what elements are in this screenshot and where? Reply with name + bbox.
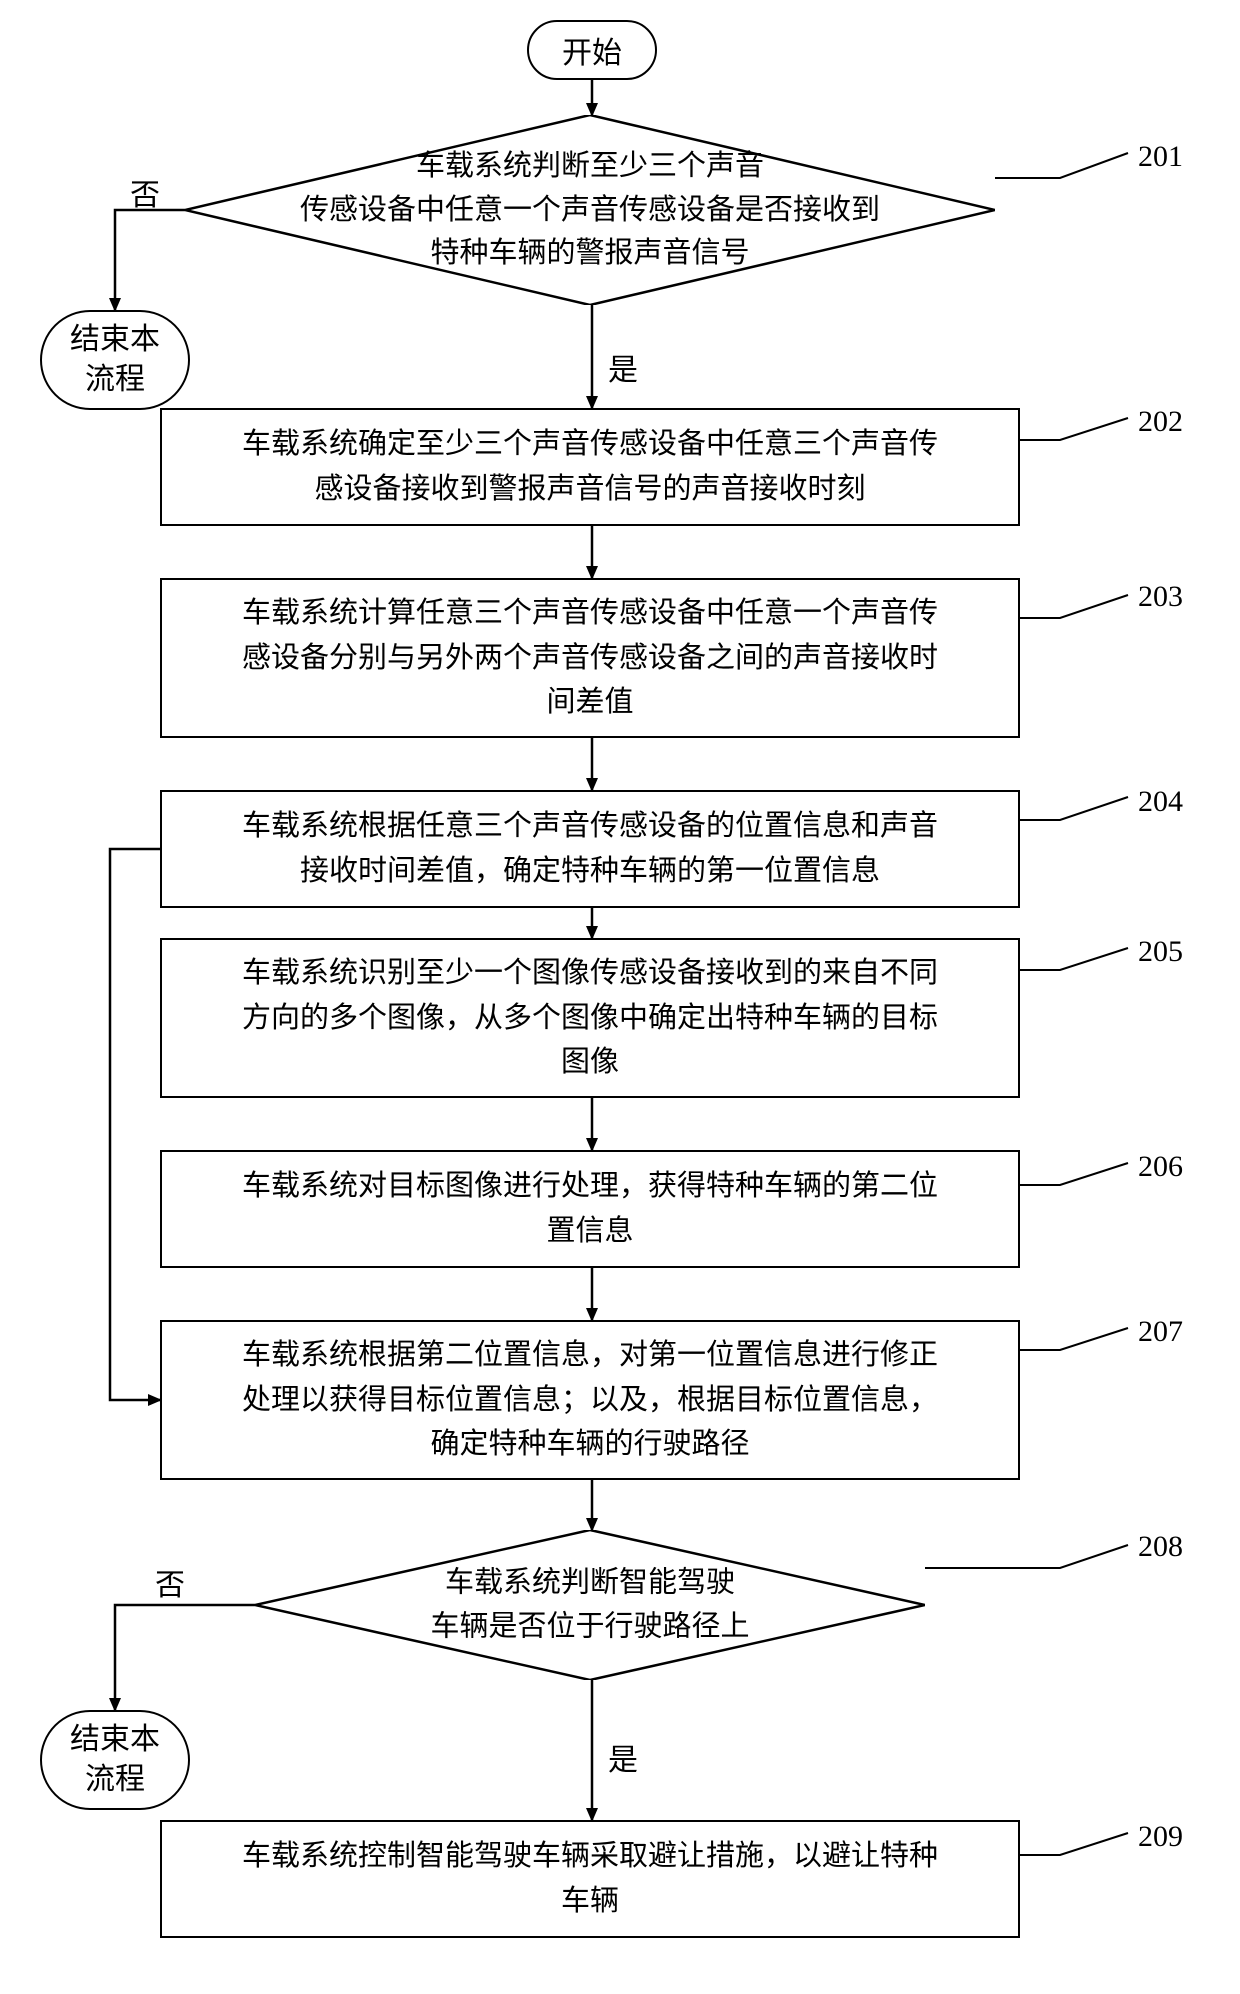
ref-209: 209 <box>1138 1820 1183 1854</box>
p202-l1: 感设备接收到警报声音信号的声音接收时刻 <box>314 473 865 505</box>
ref-205: 205 <box>1138 935 1183 969</box>
end2-text: 结束本 流程 <box>70 1720 160 1801</box>
label-no-2: 否 <box>155 1560 185 1604</box>
start-node: 开始 <box>527 20 657 80</box>
p203-l1: 感设备分别与另外两个声音传感设备之间的声音接收时 <box>242 642 938 674</box>
d2-l0: 车载系统判断智能驾驶 <box>445 1567 735 1599</box>
process-207: 车载系统根据第二位置信息，对第一位置信息进行修正 处理以获得目标位置信息；以及，… <box>160 1320 1020 1480</box>
p206-l0: 车载系统对目标图像进行处理，获得特种车辆的第二位 <box>242 1170 938 1202</box>
d2-text: 车载系统判断智能驾驶 车辆是否位于行驶路径上 <box>430 1562 749 1649</box>
p209-text: 车载系统控制智能驾驶车辆采取避让措施，以避让特种 车辆 <box>242 1834 938 1924</box>
label-yes-2: 是 <box>608 1735 638 1779</box>
end-node-1: 结束本 流程 <box>40 310 190 410</box>
d1-l0: 车载系统判断至少三个声音 <box>416 150 764 182</box>
decision-208: 车载系统判断智能驾驶 车辆是否位于行驶路径上 <box>255 1530 925 1680</box>
p207-l1: 处理以获得目标位置信息；以及，根据目标位置信息， <box>242 1384 938 1416</box>
process-205: 车载系统识别至少一个图像传感设备接收到的来自不同 方向的多个图像，从多个图像中确… <box>160 938 1020 1098</box>
p204-l0: 车载系统根据任意三个声音传感设备的位置信息和声音 <box>242 810 938 842</box>
p205-l1: 方向的多个图像，从多个图像中确定出特种车辆的目标 <box>242 1002 938 1034</box>
process-206: 车载系统对目标图像进行处理，获得特种车辆的第二位 置信息 <box>160 1150 1020 1268</box>
d2-l1: 车辆是否位于行驶路径上 <box>430 1610 749 1642</box>
ref-206: 206 <box>1138 1150 1183 1184</box>
label-no-1: 否 <box>130 170 160 214</box>
end1-text: 结束本 流程 <box>70 320 160 401</box>
p204-text: 车载系统根据任意三个声音传感设备的位置信息和声音 接收时间差值，确定特种车辆的第… <box>242 804 938 894</box>
ref-204: 204 <box>1138 785 1183 819</box>
ref-202: 202 <box>1138 405 1183 439</box>
p207-text: 车载系统根据第二位置信息，对第一位置信息进行修正 处理以获得目标位置信息；以及，… <box>242 1333 938 1468</box>
p205-l0: 车载系统识别至少一个图像传感设备接收到的来自不同 <box>242 957 938 989</box>
p202-l0: 车载系统确定至少三个声音传感设备中任意三个声音传 <box>242 428 938 460</box>
p206-l1: 置信息 <box>546 1215 633 1247</box>
end-node-2: 结束本 流程 <box>40 1710 190 1810</box>
end2-l0: 结束本 <box>70 1723 160 1756</box>
end1-l0: 结束本 <box>70 323 160 356</box>
p205-l2: 图像 <box>561 1046 619 1078</box>
p203-l2: 间差值 <box>546 686 633 718</box>
p209-l0: 车载系统控制智能驾驶车辆采取避让措施，以避让特种 <box>242 1840 938 1872</box>
end1-l1: 流程 <box>85 363 145 396</box>
p203-text: 车载系统计算任意三个声音传感设备中任意一个声音传 感设备分别与另外两个声音传感设… <box>242 591 938 726</box>
process-209: 车载系统控制智能驾驶车辆采取避让措施，以避让特种 车辆 <box>160 1820 1020 1938</box>
ref-208: 208 <box>1138 1530 1183 1564</box>
p207-l0: 车载系统根据第二位置信息，对第一位置信息进行修正 <box>242 1339 938 1371</box>
ref-203: 203 <box>1138 580 1183 614</box>
ref-201: 201 <box>1138 140 1183 174</box>
d1-l1: 传感设备中任意一个声音传感设备是否接收到 <box>300 193 880 225</box>
ref-207: 207 <box>1138 1315 1183 1349</box>
p209-l1: 车辆 <box>561 1885 619 1917</box>
p204-l1: 接收时间差值，确定特种车辆的第一位置信息 <box>300 855 880 887</box>
d1-l2: 特种车辆的警报声音信号 <box>430 237 749 269</box>
p205-text: 车载系统识别至少一个图像传感设备接收到的来自不同 方向的多个图像，从多个图像中确… <box>242 951 938 1086</box>
process-202: 车载系统确定至少三个声音传感设备中任意三个声音传 感设备接收到警报声音信号的声音… <box>160 408 1020 526</box>
start-text: 开始 <box>562 28 622 72</box>
process-204: 车载系统根据任意三个声音传感设备的位置信息和声音 接收时间差值，确定特种车辆的第… <box>160 790 1020 908</box>
process-203: 车载系统计算任意三个声音传感设备中任意一个声音传 感设备分别与另外两个声音传感设… <box>160 578 1020 738</box>
p202-text: 车载系统确定至少三个声音传感设备中任意三个声音传 感设备接收到警报声音信号的声音… <box>242 422 938 512</box>
d1-text: 车载系统判断至少三个声音 传感设备中任意一个声音传感设备是否接收到 特种车辆的警… <box>300 145 880 276</box>
decision-201: 车载系统判断至少三个声音 传感设备中任意一个声音传感设备是否接收到 特种车辆的警… <box>185 115 995 305</box>
end2-l1: 流程 <box>85 1763 145 1796</box>
label-yes-1: 是 <box>608 345 638 389</box>
p206-text: 车载系统对目标图像进行处理，获得特种车辆的第二位 置信息 <box>242 1164 938 1254</box>
p207-l2: 确定特种车辆的行驶路径 <box>430 1428 749 1460</box>
p203-l0: 车载系统计算任意三个声音传感设备中任意一个声音传 <box>242 597 938 629</box>
